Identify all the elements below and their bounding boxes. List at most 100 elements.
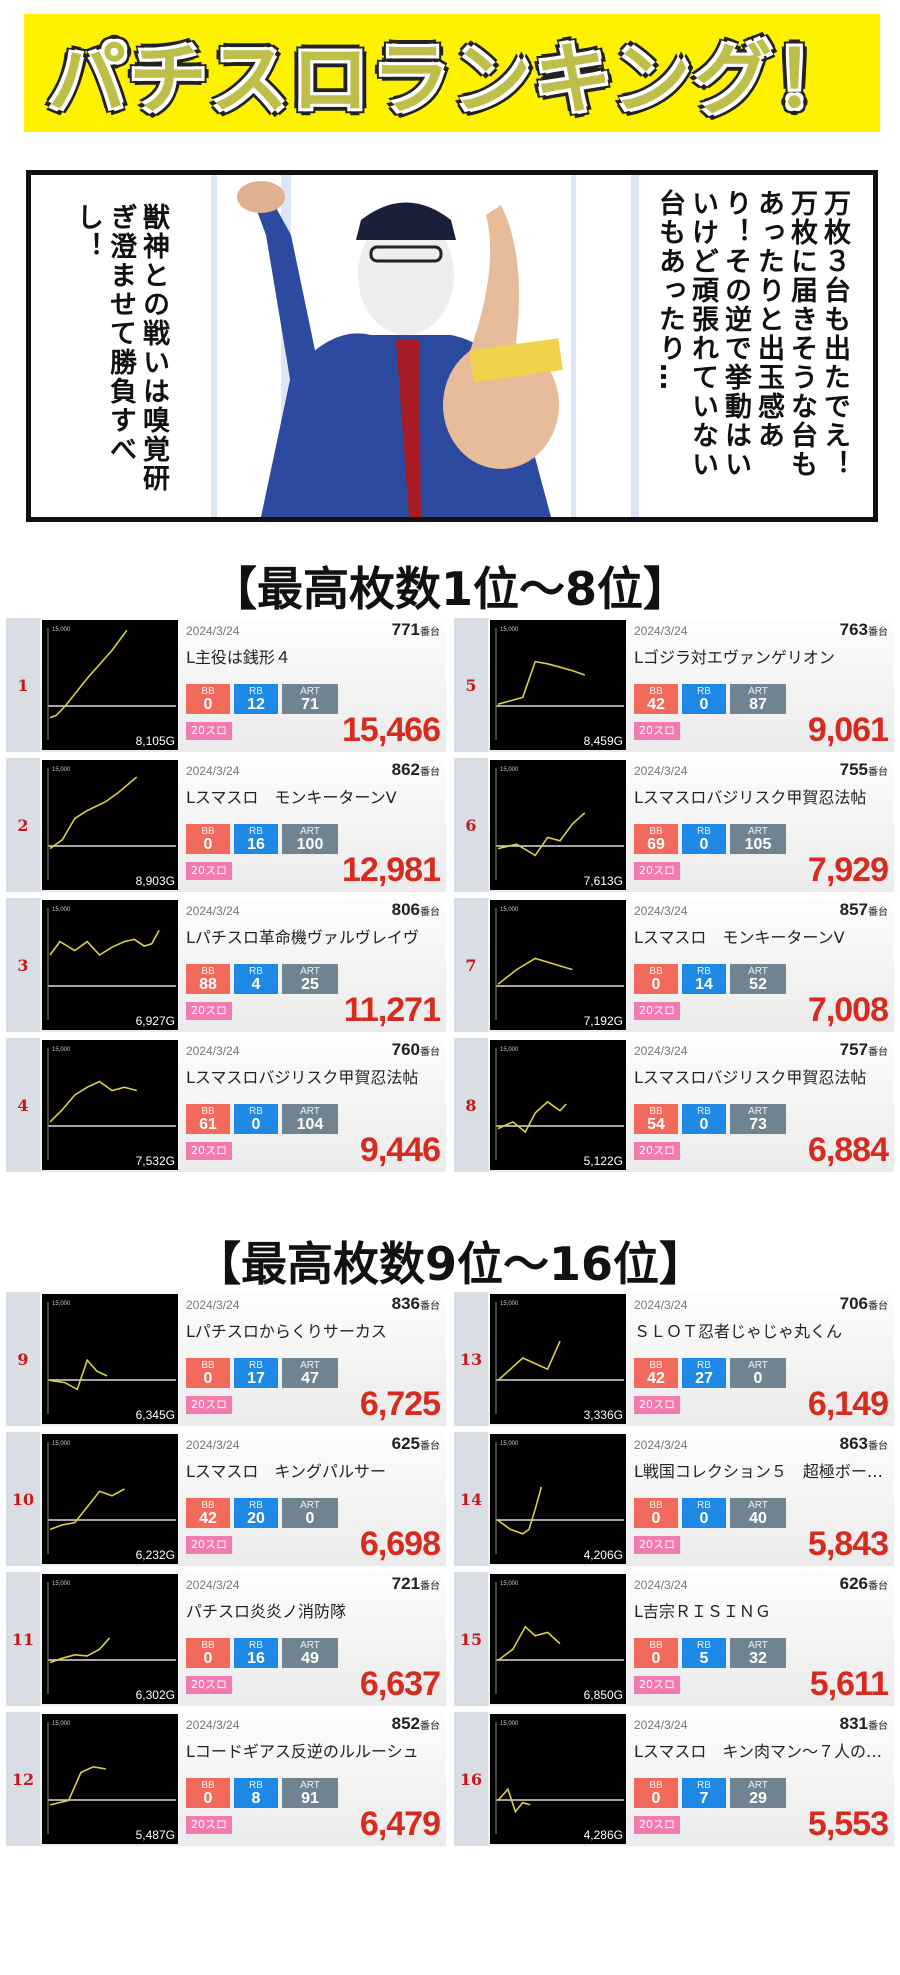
machine-number-unit: 番台	[420, 1441, 440, 1452]
banner-title: パチスロランキング！	[48, 35, 856, 125]
machine-name: Lコードギアス反逆のルルーシュ	[186, 1742, 419, 1761]
game-count: 7,532G	[135, 1154, 175, 1168]
ranking-card[interactable]: 11 15,000 6,302G 2024/3/24 721番台 パチスロ炎炎ノ消防隊 BB…	[6, 1572, 446, 1708]
ranking-card[interactable]: 15 15,000 6,850G 2024/3/24 626番台 L吉宗ＲＩＳＩＮＧ BB 0…	[454, 1572, 894, 1708]
rank-number: 6	[454, 758, 488, 892]
art-count-badge: ART 71	[282, 684, 338, 714]
badge-label: RB	[697, 1780, 711, 1791]
badge-label: BB	[201, 1500, 215, 1511]
ranking-card[interactable]: 2 15,000 8,903G 2024/3/24 862番台 Lスマスロ モンキーターン…	[6, 758, 446, 894]
badge-value: 8	[251, 1790, 261, 1807]
slump-graph: 15,000 7,532G	[42, 1040, 178, 1170]
badge-label: ART	[300, 686, 320, 697]
bb-count-badge: BB 61	[186, 1104, 230, 1134]
rate-tag: 20スロ	[186, 1676, 232, 1694]
machine-number: 862番台	[392, 760, 440, 780]
play-date: 2024/3/24	[634, 1298, 688, 1312]
slump-graph-svg: 15,000	[47, 1047, 176, 1160]
art-count-badge: ART 49	[282, 1638, 338, 1668]
slump-graph: 15,000 6,850G	[490, 1574, 626, 1704]
bonus-badges: BB 69 RB 0 ART 105	[634, 824, 786, 854]
bonus-badges: BB 61 RB 0 ART 104	[186, 1104, 338, 1134]
play-date: 2024/3/24	[634, 624, 688, 638]
badge-value: 105	[744, 836, 772, 853]
badge-label: RB	[697, 1500, 711, 1511]
rate-tag: 20スロ	[634, 862, 680, 880]
art-count-badge: ART 32	[730, 1638, 786, 1668]
badge-label: RB	[249, 1500, 263, 1511]
graph-max-label: 15,000	[52, 1047, 71, 1053]
ranking-card[interactable]: 1 15,000 8,105G 2024/3/24 771番台 L主役は銭形４ BB 0 RB 1…	[6, 618, 446, 754]
ranking-card[interactable]: 16 15,000 4,286G 2024/3/24 831番台 Lスマスロ キン肉マン～…	[454, 1712, 894, 1848]
badge-label: ART	[748, 1360, 768, 1371]
slump-line	[497, 660, 586, 705]
slump-graph-svg: 15,000	[47, 1441, 176, 1554]
badge-label: ART	[300, 1106, 320, 1117]
ranking-card[interactable]: 6 15,000 7,613G 2024/3/24 755番台 Lスマスロバジリスク甲賀忍…	[454, 758, 894, 894]
badge-label: ART	[748, 1640, 768, 1651]
badge-label: RB	[697, 686, 711, 697]
ranking-card[interactable]: 5 15,000 8,459G 2024/3/24 763番台 Lゴジラ対エヴァンゲリオン…	[454, 618, 894, 754]
bb-count-badge: BB 42	[186, 1498, 230, 1528]
rank-number: 11	[6, 1572, 40, 1706]
section-title-9-16: 【最高枚数9位～16位】	[194, 1237, 706, 1291]
badge-value: 104	[296, 1116, 324, 1133]
ranking-card[interactable]: 8 15,000 5,122G 2024/3/24 757番台 Lスマスロバジリスク甲賀忍…	[454, 1038, 894, 1174]
badge-value: 47	[301, 1370, 319, 1387]
game-count: 6,345G	[135, 1408, 175, 1422]
rb-count-badge: RB 0	[682, 1498, 726, 1528]
max-coins: 6,479	[359, 1805, 441, 1843]
badge-value: 27	[695, 1370, 713, 1387]
badge-label: ART	[300, 826, 320, 837]
machine-number-unit: 番台	[868, 1721, 888, 1732]
rate-tag: 20スロ	[634, 1676, 680, 1694]
machine-name: Lパチスロ革命機ヴァルヴレイヴ	[186, 928, 419, 947]
art-count-badge: ART 73	[730, 1104, 786, 1134]
badge-label: BB	[649, 1640, 663, 1651]
slump-line	[49, 930, 160, 957]
machine-number: 863番台	[840, 1434, 888, 1454]
badge-label: BB	[201, 686, 215, 697]
ranking-card[interactable]: 10 15,000 6,232G 2024/3/24 625番台 Lスマスロ キングパルサ…	[6, 1432, 446, 1568]
ranking-card[interactable]: 3 15,000 6,927G 2024/3/24 806番台 Lパチスロ革命機ヴァルヴレ…	[6, 898, 446, 1034]
rb-count-badge: RB 17	[234, 1358, 278, 1388]
machine-number: 763番台	[840, 620, 888, 640]
machine-number-unit: 番台	[420, 1047, 440, 1058]
ranking-card[interactable]: 4 15,000 7,532G 2024/3/24 760番台 Lスマスロバジリスク甲賀忍…	[6, 1038, 446, 1174]
ranking-card[interactable]: 12 15,000 5,487G 2024/3/24 852番台 Lコードギアス反逆のルル…	[6, 1712, 446, 1848]
play-date: 2024/3/24	[634, 1718, 688, 1732]
play-date: 2024/3/24	[186, 1438, 240, 1452]
badge-value: 0	[699, 1116, 709, 1133]
badge-label: RB	[697, 1360, 711, 1371]
game-count: 6,232G	[135, 1548, 175, 1562]
machine-number: 857番台	[840, 900, 888, 920]
badge-value: 0	[305, 1510, 315, 1527]
slump-graph-svg: 15,000	[47, 907, 176, 1020]
rb-count-badge: RB 5	[682, 1638, 726, 1668]
slump-graph: 15,000 8,459G	[490, 620, 626, 750]
badge-label: BB	[201, 1640, 215, 1651]
slump-line	[49, 1488, 125, 1531]
machine-name: ＳＬＯＴ忍者じゃじゃ丸くん	[634, 1322, 843, 1341]
badge-label: BB	[649, 966, 663, 977]
max-coins: 9,446	[359, 1131, 441, 1169]
badge-value: 7	[699, 1790, 709, 1807]
machine-number-unit: 番台	[868, 1047, 888, 1058]
game-count: 6,302G	[135, 1688, 175, 1702]
badge-label: ART	[300, 1780, 320, 1791]
play-date: 2024/3/24	[634, 764, 688, 778]
badge-label: BB	[649, 1500, 663, 1511]
machine-number-value: 857	[839, 900, 868, 919]
badge-value: 0	[651, 1790, 661, 1807]
machine-number-unit: 番台	[868, 767, 888, 778]
rank-number: 5	[454, 618, 488, 752]
art-count-badge: ART 104	[282, 1104, 338, 1134]
ranking-card[interactable]: 9 15,000 6,345G 2024/3/24 836番台 Lパチスロからくりサーカス…	[6, 1292, 446, 1428]
badge-value: 49	[301, 1650, 319, 1667]
rank-number: 12	[6, 1712, 40, 1846]
ranking-card[interactable]: 13 15,000 3,336G 2024/3/24 706番台 ＳＬＯＴ忍者じゃじゃ丸く…	[454, 1292, 894, 1428]
ranking-card[interactable]: 14 15,000 4,206G 2024/3/24 863番台 L戦国コレクション５ 超…	[454, 1432, 894, 1568]
badge-value: 42	[199, 1510, 217, 1527]
badge-value: 54	[647, 1116, 665, 1133]
ranking-card[interactable]: 7 15,000 7,192G 2024/3/24 857番台 Lスマスロ モンキーターン…	[454, 898, 894, 1034]
